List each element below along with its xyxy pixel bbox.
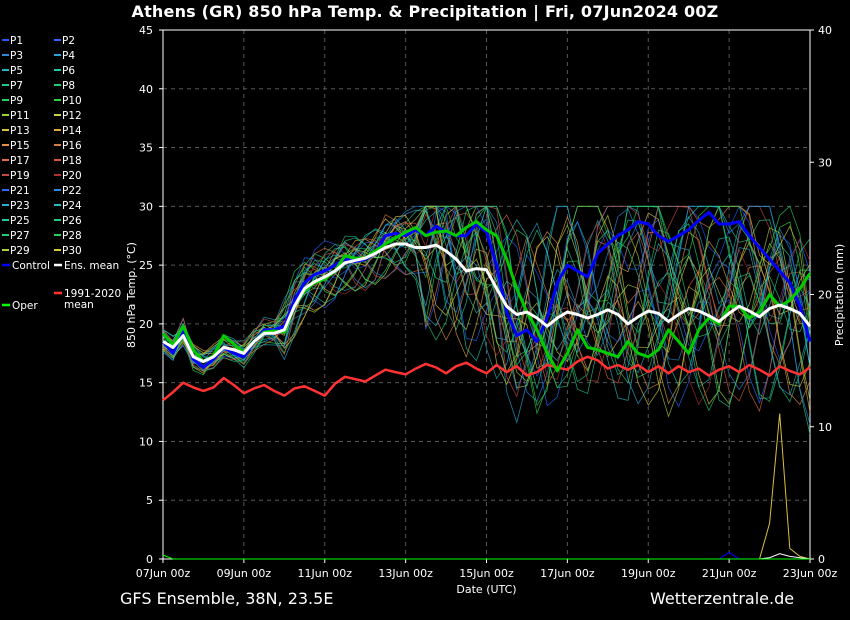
- legend-label: P27: [10, 230, 30, 242]
- series-line-ens-mean: [162, 242, 812, 363]
- x-tick-label: 19Jun 00z: [621, 567, 676, 580]
- x-tick-label: 21Jun 00z: [702, 567, 757, 580]
- legend-label: P3: [10, 50, 23, 62]
- legend-label: P1: [10, 35, 23, 47]
- legend-label: P5: [10, 65, 23, 77]
- y-tick-label: 0: [146, 553, 153, 566]
- legend-label: P21: [10, 185, 30, 197]
- y-tick-label: 35: [139, 142, 153, 155]
- y2-tick-label: 0: [818, 553, 825, 566]
- y-tick-label: 15: [139, 377, 153, 390]
- legend-label: P25: [10, 215, 30, 227]
- y2-tick-label: 30: [818, 156, 832, 169]
- legend-label: Control: [12, 260, 50, 272]
- series-line-oper: [161, 220, 812, 373]
- member-line: [162, 205, 811, 418]
- legend-label: P13: [10, 125, 30, 137]
- y2-tick-label: 20: [818, 289, 832, 302]
- member-line: [162, 205, 811, 370]
- legend-label: P23: [10, 200, 30, 212]
- legend-label: P16: [62, 140, 82, 152]
- y2-tick-label: 10: [818, 421, 832, 434]
- legend-label: P2: [62, 35, 75, 47]
- y-tick-label: 5: [146, 494, 153, 507]
- legend-label: P15: [10, 140, 30, 152]
- y2-axis-label: Precipitation (mm): [833, 244, 846, 346]
- member-line: [162, 205, 811, 408]
- legend-label: P12: [62, 110, 82, 122]
- model-label: GFS Ensemble, 38N, 23.5E: [120, 589, 334, 608]
- chart-title: Athens (GR) 850 hPa Temp. & Precipitatio…: [131, 2, 719, 21]
- legend-label: 1991-2020: [64, 288, 121, 300]
- y-tick-label: 40: [139, 83, 153, 96]
- x-axis-label: Date (UTC): [456, 583, 516, 596]
- x-tick-label: 17Jun 00z: [540, 567, 595, 580]
- legend-label: P14: [62, 125, 82, 137]
- y-tick-label: 20: [139, 318, 153, 331]
- series-line-1991-2020-mean: [162, 355, 811, 402]
- legend-label: P6: [62, 65, 75, 77]
- legend-label: mean: [64, 299, 94, 311]
- legend-label: P18: [62, 155, 82, 167]
- x-tick-label: 07Jun 00z: [136, 567, 191, 580]
- y-tick-label: 45: [139, 24, 153, 37]
- x-tick-label: 09Jun 00z: [217, 567, 272, 580]
- source-label: Wetterzentrale.de: [650, 589, 795, 608]
- x-tick-label: 11Jun 00z: [298, 567, 353, 580]
- legend-label: P9: [10, 95, 23, 107]
- legend-label: P28: [62, 230, 82, 242]
- member-line: [162, 216, 811, 403]
- y-tick-label: 25: [139, 259, 153, 272]
- legend-label: P10: [62, 95, 82, 107]
- x-tick-label: 23Jun 00z: [783, 567, 838, 580]
- legend-label: P24: [62, 200, 82, 212]
- x-tick-label: 15Jun 00z: [459, 567, 514, 580]
- y-tick-label: 10: [139, 435, 153, 448]
- legend-label: P26: [62, 215, 82, 227]
- legend-label: Oper: [12, 300, 38, 312]
- legend-label: P8: [62, 80, 75, 92]
- member-line: [162, 223, 811, 403]
- x-tick-label: 13Jun 00z: [378, 567, 433, 580]
- legend-label: P4: [62, 50, 75, 62]
- legend-label: P7: [10, 80, 23, 92]
- legend-label: P30: [62, 245, 82, 257]
- legend-label: Ens. mean: [64, 260, 119, 272]
- legend-label: P19: [10, 170, 30, 182]
- member-line: [162, 217, 811, 405]
- y2-tick-label: 40: [818, 24, 832, 37]
- y-tick-label: 30: [139, 200, 153, 213]
- y-axis-label: 850 hPa Temp. (°C): [125, 242, 138, 348]
- legend-label: P22: [62, 185, 82, 197]
- legend-label: P17: [10, 155, 30, 167]
- legend-label: P29: [10, 245, 30, 257]
- legend-label: P20: [62, 170, 82, 182]
- legend-label: P11: [10, 110, 30, 122]
- precip-line-oper: [162, 554, 810, 560]
